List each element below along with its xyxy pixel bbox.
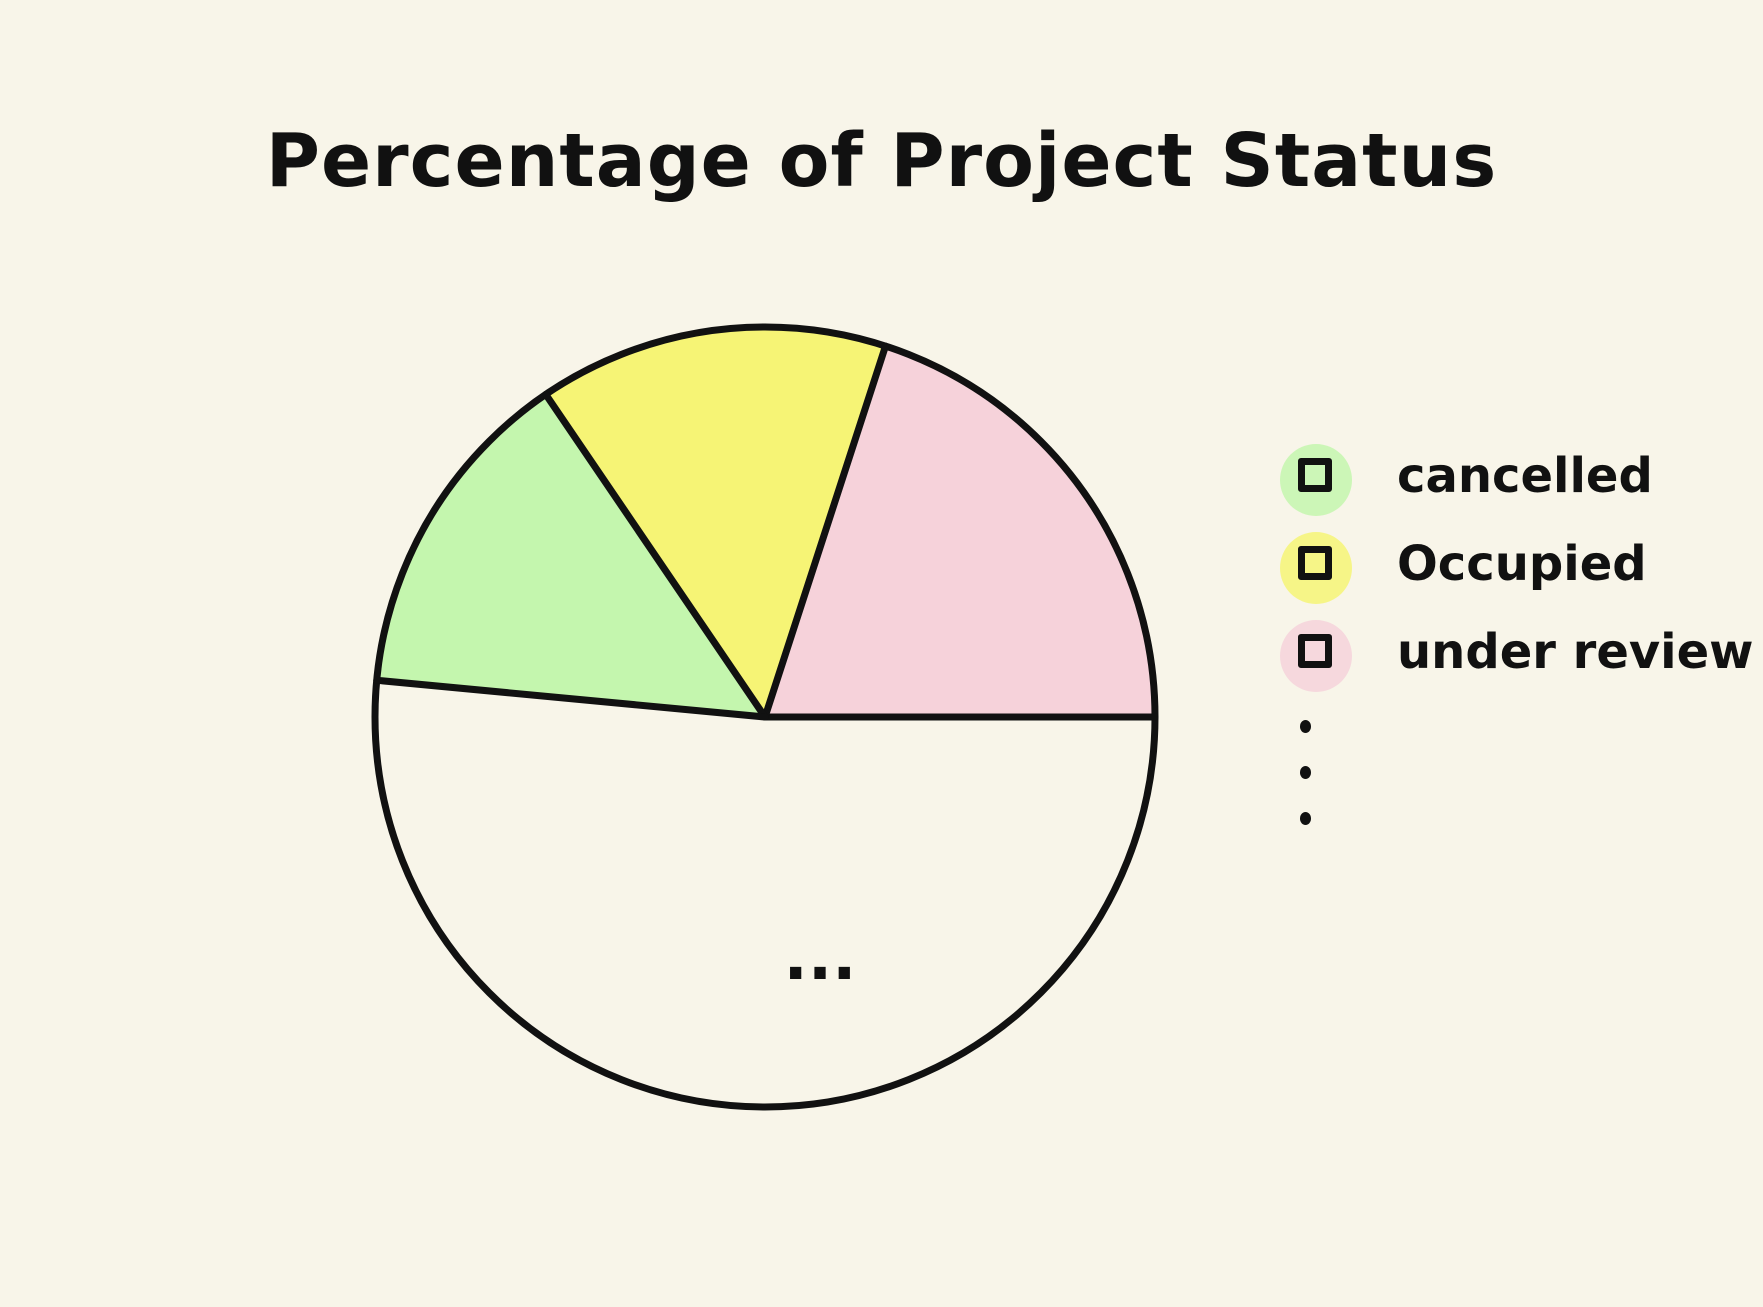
chart-title: Percentage of Project Status	[265, 118, 1498, 204]
slice-label-other: ...	[784, 921, 857, 995]
legend-highlight-occupied	[1280, 532, 1352, 604]
legend-item-occupied: Occupied	[1280, 528, 1750, 616]
pie-slice-under-review	[765, 346, 1155, 717]
legend-item-cancelled: cancelled	[1280, 440, 1750, 528]
slice-divider	[373, 676, 769, 721]
legend-swatch-cancelled	[1298, 458, 1332, 492]
legend-highlight-cancelled	[1280, 444, 1352, 516]
legend-swatch-under-review	[1298, 634, 1332, 668]
legend: cancelled Occupied under review	[1280, 440, 1754, 704]
slice-divider	[542, 390, 769, 721]
legend-label-occupied: Occupied	[1397, 536, 1647, 592]
legend-dot	[1300, 812, 1311, 825]
legend-highlight-under-review	[1280, 620, 1352, 692]
legend-continuation-dots	[1300, 720, 1314, 858]
pie-slice-occupied	[545, 327, 886, 717]
legend-dot	[1300, 720, 1311, 733]
legend-dot	[1300, 766, 1311, 779]
slice-divider	[761, 342, 890, 721]
legend-item-under-review: under review	[1280, 616, 1754, 704]
pie-slice-cancelled	[376, 394, 765, 717]
legend-swatch-occupied	[1298, 546, 1332, 580]
legend-label-under-review: under review	[1397, 624, 1754, 680]
legend-label-cancelled: cancelled	[1397, 448, 1653, 504]
